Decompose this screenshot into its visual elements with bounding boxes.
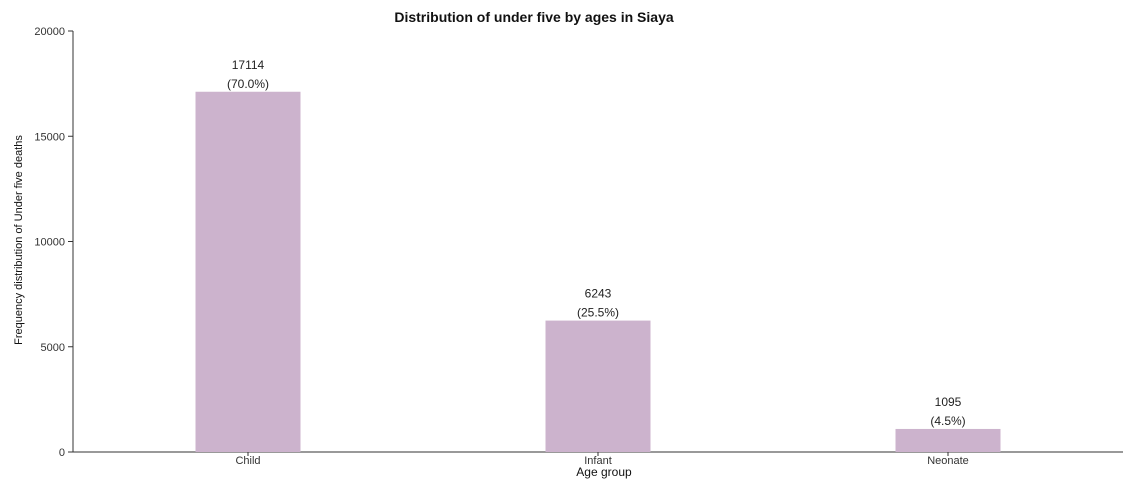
bar-value-label: 6243 xyxy=(585,287,612,301)
y-tick-label: 10000 xyxy=(34,237,65,249)
y-axis-ticks: 0 5000 10000 15000 20000 xyxy=(34,26,73,459)
bar-infant xyxy=(545,320,651,452)
bar-value-label: 1095 xyxy=(935,395,962,409)
chart-title: Distribution of under five by ages in Si… xyxy=(394,9,673,25)
x-tick-label: Child xyxy=(235,455,260,467)
bar-child xyxy=(195,91,301,452)
bar-neonate xyxy=(895,428,1001,452)
bar-percent-label: (25.5%) xyxy=(577,306,619,320)
bar-percent-label: (4.5%) xyxy=(930,414,965,428)
x-axis-label: Age group xyxy=(576,465,632,479)
y-axis-label: Frequency distribution of Under five dea… xyxy=(13,135,25,345)
x-tick-label: Neonate xyxy=(927,455,969,467)
x-tick-label: Infant xyxy=(584,455,612,467)
y-tick-label: 5000 xyxy=(41,342,65,354)
bars: 17114 (70.0%) 6243 (25.5%) 1095 (4.5%) xyxy=(195,58,1001,452)
y-tick-label: 20000 xyxy=(34,26,65,38)
y-tick-label: 0 xyxy=(59,447,65,459)
y-tick-label: 15000 xyxy=(34,131,65,143)
bar-value-label: 17114 xyxy=(232,58,265,72)
bar-percent-label: (70.0%) xyxy=(227,77,269,91)
x-axis-ticks: Child Infant Neonate xyxy=(235,452,969,467)
